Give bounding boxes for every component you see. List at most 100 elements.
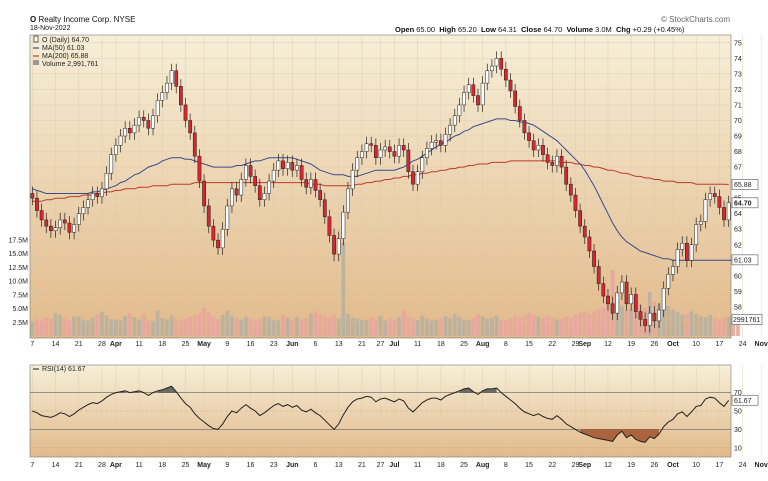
x-tick-label: 14 [52,462,60,469]
candle-body [76,213,81,225]
candle-body [281,160,285,169]
volume-bar [137,319,141,336]
candle-body [476,95,480,106]
volume-bar [290,320,295,336]
candle-body [434,140,439,143]
candle-body [332,235,336,255]
volume-bar [448,318,452,336]
rsi-tick-label: 30 [734,427,742,434]
candle-body [661,288,666,311]
candle-body [327,216,332,236]
candle-body [592,250,596,267]
volume-bar [703,317,708,336]
volume-bar [680,314,685,336]
price-tick-label: 64 [734,211,742,218]
candle-body [564,166,569,185]
volume-bar [736,319,740,336]
rsi-tick-label: 70 [734,390,742,397]
candle-body [438,140,443,146]
volume-tick-label: 17.5M [9,237,29,244]
candle-body [610,303,615,314]
legend-swatch [33,35,39,43]
volume-marker-label: 2991761 [733,317,760,324]
x-tick-label: Nov [755,341,768,348]
candle-body [643,319,647,326]
volume-bar [295,316,299,336]
candle-body [299,165,304,180]
volume-bar [281,315,285,336]
x-tick-label: 26 [651,462,659,469]
candle-body [239,179,244,196]
x-tick-label: Oct [667,462,679,469]
volume-bar [369,317,374,336]
stockcharts-brand[interactable]: © StockCharts.com [660,15,730,24]
x-tick-label: 23 [270,341,278,348]
volume-bar [383,320,387,336]
open-value: 65.00 [416,25,436,34]
x-tick-label: Jul [389,341,399,348]
price-tick-label: 68 [734,149,742,156]
candle-body [726,202,731,221]
volume-bar [44,317,49,336]
x-tick-label: 13 [335,341,343,348]
volume-bar [336,318,341,336]
candle-body [141,117,146,121]
candle-body [243,165,248,180]
volume-bar [313,311,318,336]
candle-body [527,132,531,141]
x-tick-label: 18 [158,341,166,348]
candle-body [355,157,360,171]
candle-body [703,199,708,222]
candle-body [652,312,657,322]
x-tick-label: 21 [358,462,366,469]
x-tick-label: 8 [504,462,508,469]
candle-body [448,124,453,135]
volume-bar [401,310,406,336]
candle-body [151,115,155,129]
price-tick-label: 71 [734,102,742,109]
price-marker-box [731,254,759,266]
candle-body [411,171,415,185]
low-value: 64.31 [498,25,517,34]
candle-body [712,193,717,197]
x-tick-label: 17 [715,462,723,469]
volume-bar [318,314,323,336]
rsi-tick-label: 10 [734,445,742,452]
candle-body [383,146,388,151]
volume-bar [620,306,624,336]
candle-body [30,193,35,199]
volume-bar [420,315,425,336]
x-tick-label: 19 [627,462,635,469]
volume-bar [685,313,689,336]
candle-body [169,70,174,84]
candle-body [211,225,216,241]
x-tick-label: Apr [110,462,122,469]
volume-bar [244,317,248,336]
volume-bar [466,320,471,336]
candle-body [722,207,726,221]
x-tick-label: 21 [75,341,83,348]
candle-body [174,70,179,87]
volume-bar [271,319,276,336]
volume-bar [443,316,448,336]
volume-bar [578,312,582,336]
x-tick-label: May [197,341,211,348]
price-tick-label: 62 [734,242,742,249]
volume-bar [206,311,211,336]
candle-body [257,185,262,200]
x-tick-label: 18 [437,341,445,348]
candle-body [443,134,448,146]
close-label: Close [520,25,542,34]
volume-bar [476,314,480,336]
volume-bar [169,315,174,336]
x-tick-label: 21 [75,462,83,469]
x-tick-label: 9 [225,341,229,348]
candle-body [615,292,620,314]
volume-bar [220,314,225,336]
candle-body [490,65,494,71]
volume-tick-label: 2.5M [12,320,28,327]
candle-body [313,179,318,191]
volume-bar [490,317,494,336]
volume-bar [188,316,193,336]
